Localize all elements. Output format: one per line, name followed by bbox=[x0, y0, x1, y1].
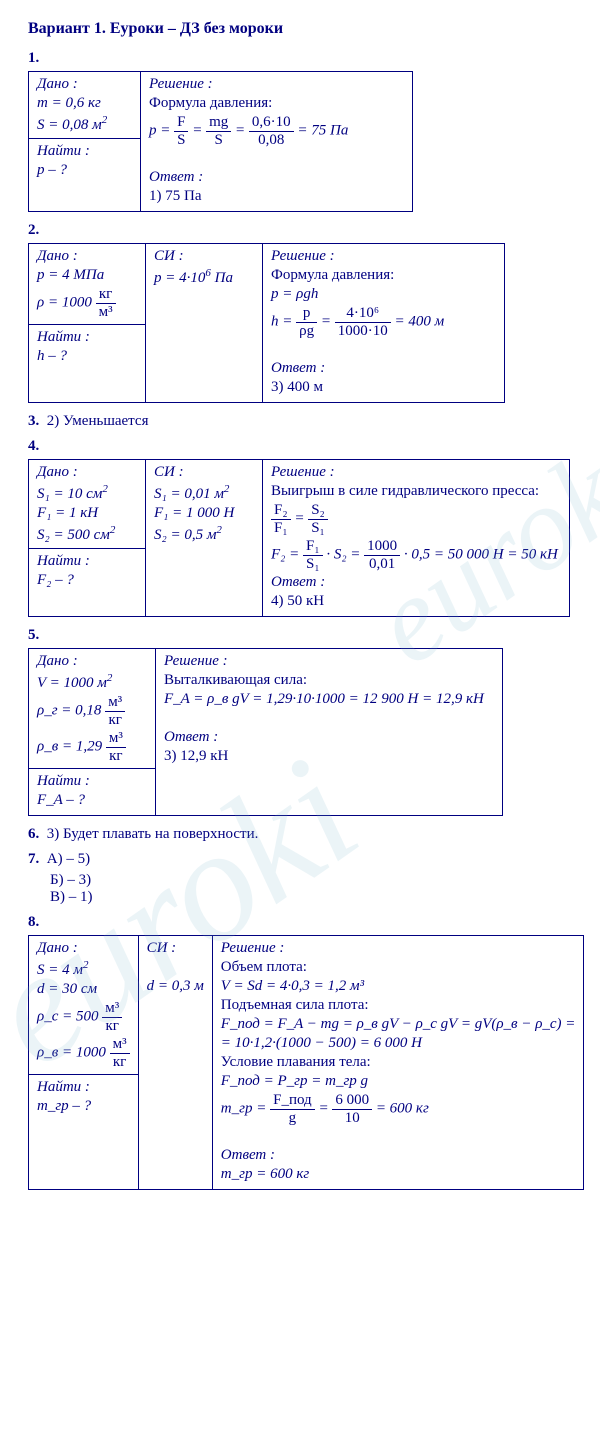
find-header: Найти : bbox=[37, 553, 137, 570]
solution-equation: F_под = F_A − mg = ρ_в gV − ρ_с gV = gV(… bbox=[221, 1016, 576, 1033]
given-line: p = 4 МПа bbox=[37, 267, 137, 284]
solution-equation: F₂ = F₁S₁ · S₂ = 10000,01 · 0,5 = 50 000… bbox=[271, 538, 561, 572]
problem-8-box: Дано : S = 4 м2 d = 30 см ρ_с = 500 м³кг… bbox=[28, 935, 584, 1190]
find-header: Найти : bbox=[37, 773, 147, 790]
answer-header: Ответ : bbox=[164, 729, 494, 746]
find-line: F₂ – ? bbox=[37, 572, 137, 589]
solution-equation: h = pρg = 4·10⁶1000·10 = 400 м bbox=[271, 305, 496, 339]
dano-header: Дано : bbox=[37, 76, 132, 93]
problem-2-box: Дано : p = 4 МПа ρ = 1000 кгм³ Найти : h… bbox=[28, 243, 505, 403]
solution-text: Условие плавания тела: bbox=[221, 1054, 576, 1071]
find-line: p – ? bbox=[37, 162, 132, 179]
solution-header: Решение : bbox=[164, 653, 494, 670]
given-line: S₁ = 10 см2 bbox=[37, 483, 137, 503]
si-header: СИ : bbox=[147, 940, 204, 957]
given-line: ρ_в = 1,29 м³кг bbox=[37, 730, 147, 764]
solution-text: Выигрыш в силе гидравлического пресса: bbox=[271, 483, 561, 500]
given-line: S = 0,08 м2 bbox=[37, 114, 132, 134]
page-title: Вариант 1. Еуроки – ДЗ без мороки bbox=[28, 20, 572, 38]
si-header: СИ : bbox=[154, 464, 254, 481]
given-line: S = 4 м2 bbox=[37, 959, 130, 979]
given-line: S₂ = 500 см2 bbox=[37, 524, 137, 544]
problem-5-box: Дано : V = 1000 м2 ρ_г = 0,18 м³кг ρ_в =… bbox=[28, 648, 503, 816]
problem-4-number: 4. bbox=[28, 438, 572, 455]
solution-equation: F₂F₁ = S₂S₁ bbox=[271, 502, 561, 536]
find-line: F_A – ? bbox=[37, 792, 147, 809]
dano-header: Дано : bbox=[37, 653, 147, 670]
problem-7-c: В) – 1) bbox=[50, 889, 572, 906]
answer-header: Ответ : bbox=[149, 169, 404, 186]
solution-text: Выталкивающая сила: bbox=[164, 672, 494, 689]
answer-text: 1) 75 Па bbox=[149, 188, 404, 205]
si-line: S₁ = 0,01 м2 bbox=[154, 483, 254, 503]
find-header: Найти : bbox=[37, 143, 132, 160]
solution-header: Решение : bbox=[221, 940, 576, 957]
solution-header: Решение : bbox=[271, 248, 496, 265]
solution-equation: F_A = ρ_в gV = 1,29·10·1000 = 12 900 Н =… bbox=[164, 691, 494, 708]
answer-text: 3) 12,9 кН bbox=[164, 748, 494, 765]
solution-equation: m_гр = F_подg = 6 00010 = 600 кг bbox=[221, 1092, 576, 1126]
solution-equation: p = ρgh bbox=[271, 286, 496, 303]
si-header: СИ : bbox=[154, 248, 254, 265]
si-line: S₂ = 0,5 м2 bbox=[154, 524, 254, 544]
answer-header: Ответ : bbox=[271, 574, 561, 591]
solution-equation: V = Sd = 4·0,3 = 1,2 м³ bbox=[221, 978, 576, 995]
solution-text: Формула давления: bbox=[271, 267, 496, 284]
given-line: V = 1000 м2 bbox=[37, 672, 147, 692]
si-line: F₁ = 1 000 Н bbox=[154, 505, 254, 522]
problem-2-number: 2. bbox=[28, 222, 572, 239]
answer-text: 4) 50 кН bbox=[271, 593, 561, 610]
problem-7: 7. А) – 5) bbox=[28, 851, 572, 868]
solution-header: Решение : bbox=[149, 76, 404, 93]
problem-4-box: Дано : S₁ = 10 см2 F₁ = 1 кН S₂ = 500 см… bbox=[28, 459, 570, 617]
find-header: Найти : bbox=[37, 1079, 130, 1096]
solution-text: Формула давления: bbox=[149, 95, 404, 112]
problem-1-number: 1. bbox=[28, 50, 572, 67]
given-line: F₁ = 1 кН bbox=[37, 505, 137, 522]
find-line: h – ? bbox=[37, 348, 137, 365]
problem-5-number: 5. bbox=[28, 627, 572, 644]
problem-7-b: Б) – 3) bbox=[50, 872, 572, 889]
solution-equation: = 10·1,2·(1000 − 500) = 6 000 Н bbox=[221, 1035, 576, 1052]
given-line: m = 0,6 кг bbox=[37, 95, 132, 112]
answer-text: m_гр = 600 кг bbox=[221, 1166, 576, 1183]
dano-header: Дано : bbox=[37, 940, 130, 957]
problem-8-number: 8. bbox=[28, 914, 572, 931]
si-line: p = 4·106 Па bbox=[154, 267, 254, 287]
solution-equation: p = FS = mgS = 0,6·100,08 = 75 Па bbox=[149, 114, 404, 148]
si-line: d = 0,3 м bbox=[147, 978, 204, 995]
find-header: Найти : bbox=[37, 329, 137, 346]
solution-equation: F_под = P_гр = m_гр g bbox=[221, 1073, 576, 1090]
dano-header: Дано : bbox=[37, 248, 137, 265]
answer-text: 3) 400 м bbox=[271, 379, 496, 396]
solution-header: Решение : bbox=[271, 464, 561, 481]
dano-header: Дано : bbox=[37, 464, 137, 481]
given-line: ρ_г = 0,18 м³кг bbox=[37, 694, 147, 728]
given-line: ρ = 1000 кгм³ bbox=[37, 286, 137, 320]
answer-header: Ответ : bbox=[221, 1147, 576, 1164]
find-line: m_гр – ? bbox=[37, 1098, 130, 1115]
problem-1-box: Дано : m = 0,6 кг S = 0,08 м2 Найти : p … bbox=[28, 71, 413, 212]
answer-header: Ответ : bbox=[271, 360, 496, 377]
solution-text: Подъемная сила плота: bbox=[221, 997, 576, 1014]
given-line: ρ_в = 1000 м³кг bbox=[37, 1036, 130, 1070]
given-line: ρ_с = 500 м³кг bbox=[37, 1000, 130, 1034]
problem-6: 6. 3) Будет плавать на поверхности. bbox=[28, 826, 572, 843]
solution-text: Объем плота: bbox=[221, 959, 576, 976]
given-line: d = 30 см bbox=[37, 981, 130, 998]
problem-3: 3. 2) Уменьшается bbox=[28, 413, 572, 430]
